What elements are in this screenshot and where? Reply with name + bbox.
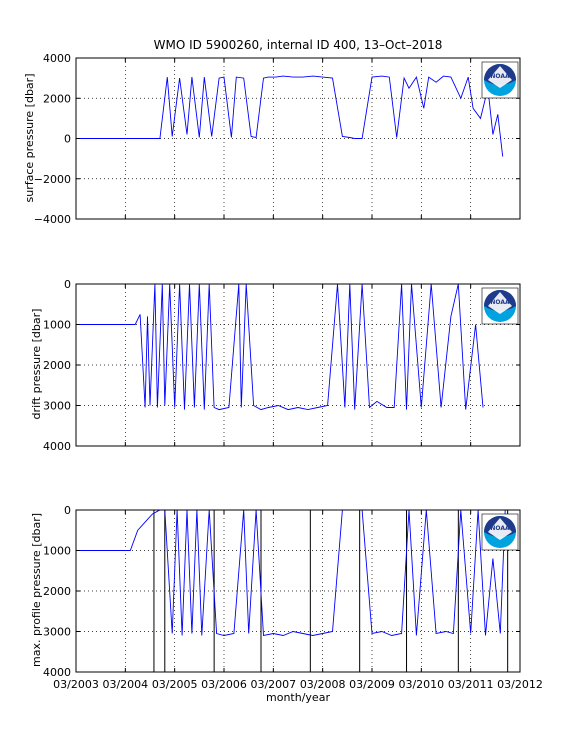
y-tick-label: 2000 (43, 359, 71, 372)
y-tick-label: −4000 (34, 213, 71, 226)
series-line (76, 75, 504, 157)
x-tick-label: 03/2009 (349, 678, 395, 691)
series-line (76, 509, 506, 637)
y-tick-label: 4000 (43, 666, 71, 679)
surface-pressure-ylabel: surface pressure [dbar] (23, 74, 36, 203)
svg-text:NOAA: NOAA (490, 73, 510, 80)
figure-title: WMO ID 5900260, internal ID 400, 13–Oct–… (154, 38, 443, 52)
svg-text:NOAA: NOAA (490, 299, 510, 306)
x-tick-label: 03/2003 (53, 678, 99, 691)
y-tick-label: 1000 (43, 545, 71, 558)
y-tick-label: 0 (64, 504, 71, 517)
y-tick-label: 2000 (43, 585, 71, 598)
y-tick-label: 4000 (43, 440, 71, 453)
x-tick-label: 03/2008 (300, 678, 346, 691)
surface-pressure-panel: 4000 2000 0 −2000 −4000 NOAA surface pressure… (23, 52, 521, 226)
y-tick-label: 3000 (43, 626, 71, 639)
x-tick-label: 03/2006 (201, 678, 247, 691)
drift-pressure-ylabel: drift pressure [dbar] (30, 309, 43, 420)
x-tick-label: 03/2007 (250, 678, 296, 691)
x-tick-label: 03/2005 (152, 678, 198, 691)
y-tick-label: 2000 (43, 92, 71, 105)
series-line (76, 283, 484, 411)
x-tick-label: 03/2011 (448, 678, 494, 691)
svg-text:NOAA: NOAA (490, 525, 510, 532)
y-tick-label: 0 (64, 133, 71, 146)
y-tick-label: 0 (64, 278, 71, 291)
plot-area (76, 510, 520, 672)
y-tick-label: 3000 (43, 400, 71, 413)
noaa-logo-icon: NOAA (481, 287, 519, 325)
x-axis-label: month/year (266, 691, 330, 704)
x-tick-label: 03/2004 (102, 678, 148, 691)
y-tick-label: −2000 (34, 173, 71, 186)
y-tick-label: 1000 (43, 319, 71, 332)
x-tick-label: 03/2012 (497, 678, 543, 691)
noaa-logo-icon: NOAA (481, 513, 519, 551)
drift-pressure-panel: 0 1000 2000 3000 4000 NOAA drift pressure [db… (30, 278, 521, 453)
noaa-logo-icon: NOAA (481, 61, 519, 99)
x-tick-label: 03/2010 (398, 678, 444, 691)
max-profile-pressure-ylabel: max. profile pressure [dbar] (30, 513, 43, 667)
y-tick-label: 4000 (43, 52, 71, 65)
